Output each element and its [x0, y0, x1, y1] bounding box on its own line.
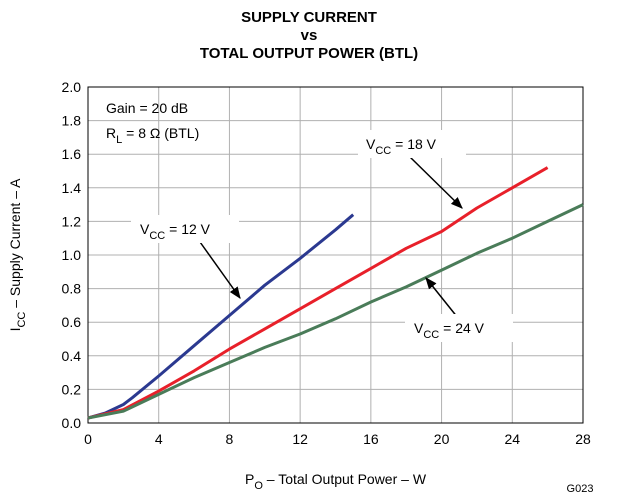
series-label-main: V [140, 221, 150, 237]
x-tick-label: 28 [575, 431, 591, 447]
chart-title: TOTAL OUTPUT POWER (BTL) [200, 45, 418, 62]
x-axis-label: PO – Total Output Power – W [245, 471, 427, 492]
series-label-rest: = 12 V [165, 221, 210, 237]
y-axis-label-main: I [7, 328, 23, 332]
chart-title: SUPPLY CURRENT [241, 9, 377, 26]
y-axis-label: ICC – Supply Current – A [7, 178, 28, 332]
callout-arrow [199, 241, 241, 299]
y-tick-label: 0.0 [62, 415, 82, 431]
annotation-main: Gain = 20 dB [106, 100, 188, 116]
annotation-rest: = 8 Ω (BTL) [122, 125, 199, 141]
callout-arrow [425, 277, 459, 319]
y-tick-label: 1.6 [62, 146, 82, 162]
figure-id: G023 [567, 483, 594, 495]
y-tick-label: 1.8 [62, 113, 82, 129]
x-tick-label: 20 [434, 431, 450, 447]
y-tick-label: 0.2 [62, 381, 82, 397]
y-tick-label: 2.0 [62, 79, 82, 95]
label-bg [131, 215, 239, 243]
x-tick-label: 12 [292, 431, 308, 447]
x-tick-label: 0 [84, 431, 92, 447]
series-label-rest: = 18 V [391, 136, 436, 152]
y-tick-label: 0.8 [62, 281, 82, 297]
annotation-sub: L [116, 134, 122, 146]
data-line [87, 166, 549, 420]
series-label: VCC = 18 V [366, 136, 437, 157]
x-tick-label: 16 [363, 431, 379, 447]
series-label-sub: CC [375, 145, 391, 157]
y-tick-label: 1.4 [62, 180, 82, 196]
x-tick-label: 24 [504, 431, 520, 447]
y-tick-label: 1.0 [62, 247, 82, 263]
chart-title: vs [301, 27, 318, 44]
y-tick-label: 1.2 [62, 213, 82, 229]
y-tick-label: 0.6 [62, 314, 82, 330]
y-tick-label: 0.4 [62, 348, 82, 364]
x-tick-label: 8 [226, 431, 234, 447]
x-tick-label: 4 [155, 431, 163, 447]
callout-arrow [409, 156, 463, 209]
label-bg [405, 314, 513, 342]
series-label: VCC = 12 V [140, 221, 211, 242]
series-label: VCC = 24 V [414, 320, 485, 341]
x-axis-label-rest: – Total Output Power – W [263, 471, 427, 487]
annotation: RL = 8 Ω (BTL) [106, 125, 199, 146]
data-line [87, 203, 584, 420]
annotation: Gain = 20 dB [106, 100, 188, 116]
x-axis-label-sub: O [254, 480, 263, 492]
data-line [87, 213, 355, 420]
plot-border [87, 86, 584, 424]
y-axis-label-sub: CC [16, 312, 28, 328]
annotation-main: R [106, 125, 116, 141]
x-axis-label-main: P [245, 471, 254, 487]
y-axis-label-rest: – Supply Current – A [7, 178, 23, 312]
series-label-sub: CC [423, 329, 439, 341]
series-label-rest: = 24 V [439, 320, 484, 336]
label-bg [358, 130, 466, 158]
series-label-main: V [414, 320, 424, 336]
series-label-main: V [366, 136, 376, 152]
series-label-sub: CC [149, 230, 165, 242]
